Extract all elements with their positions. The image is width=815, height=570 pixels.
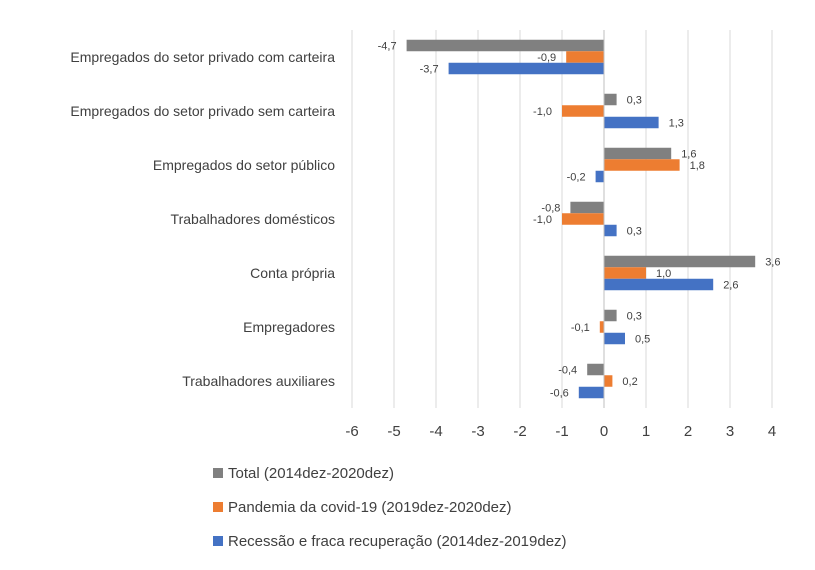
- x-tick-label: 3: [726, 423, 734, 440]
- category-label: Conta própria: [250, 265, 335, 281]
- bar-chart: -6 -5 -4 -3 -2 -1 0 1 2 3 4 Empregados do setor pri…: [70, 30, 780, 440]
- data-label: 0,2: [622, 376, 637, 388]
- bar-recessao: [595, 170, 604, 183]
- category-label: Trabalhadores domésticos: [171, 211, 335, 227]
- bar-recessao: [578, 386, 604, 399]
- bar-recessao: [604, 116, 659, 129]
- bar-recessao: [448, 62, 604, 75]
- category-label: Empregadores: [243, 319, 335, 335]
- bar-total: [406, 39, 604, 52]
- data-label: -4,7: [378, 41, 397, 53]
- legend-swatch-total: [213, 468, 223, 478]
- legend-label-recessao: Recessão e fraca recuperação (2014dez-20…: [228, 532, 567, 550]
- data-label: 1,8: [690, 160, 705, 172]
- legend-label-pandemia: Pandemia da covid-19 (2019dez-2020dez): [228, 498, 512, 516]
- bar-pandemia: [604, 267, 646, 279]
- category-label: Empregados do setor privado sem carteira: [70, 103, 335, 119]
- x-tick-label: -2: [513, 423, 526, 440]
- bar-recessao: [604, 278, 714, 291]
- data-label: -0,1: [571, 322, 590, 334]
- data-label: -1,0: [533, 106, 552, 118]
- bar-pandemia: [604, 159, 680, 171]
- data-label: -0,4: [558, 365, 577, 377]
- data-label: 1,3: [669, 118, 684, 130]
- legend-item-total: Total (2014dez-2020dez): [213, 456, 567, 490]
- x-tick-label: 0: [600, 423, 608, 440]
- bar-total: [570, 201, 604, 214]
- bar-pandemia: [562, 105, 604, 117]
- category-label: Empregados do setor privado com carteira: [70, 49, 335, 65]
- x-tick-label: -5: [387, 423, 400, 440]
- data-label: -3,7: [420, 64, 439, 76]
- legend-swatch-pandemia: [213, 502, 223, 512]
- data-label: -0,8: [541, 203, 560, 215]
- data-label: -0,2: [567, 172, 586, 184]
- data-label: 0,3: [627, 311, 642, 323]
- bar-total: [587, 363, 604, 376]
- bar-recessao: [604, 224, 617, 237]
- x-tick-label: -4: [429, 423, 442, 440]
- data-label: -1,0: [533, 214, 552, 226]
- x-tick-label: -1: [555, 423, 568, 440]
- data-label: 0,5: [635, 334, 650, 346]
- legend-label-total: Total (2014dez-2020dez): [228, 464, 394, 482]
- x-tick-label: 1: [642, 423, 650, 440]
- x-tick-label: -3: [471, 423, 484, 440]
- bar-pandemia: [562, 213, 604, 225]
- data-label: -0,9: [537, 52, 556, 64]
- bar-pandemia: [566, 51, 604, 63]
- legend-item-pandemia: Pandemia da covid-19 (2019dez-2020dez): [213, 490, 567, 524]
- category-label: Trabalhadores auxiliares: [182, 373, 335, 389]
- data-label: 1,0: [656, 268, 671, 280]
- bar-total: [604, 93, 617, 106]
- legend-item-recessao: Recessão e fraca recuperação (2014dez-20…: [213, 524, 567, 558]
- bar-total: [604, 309, 617, 322]
- category-label: Empregados do setor público: [153, 157, 335, 173]
- x-tick-label: 2: [684, 423, 692, 440]
- bar-total: [604, 255, 756, 268]
- bar-total: [604, 147, 672, 160]
- legend-swatch-recessao: [213, 536, 223, 546]
- data-label: 1,6: [681, 149, 696, 161]
- data-label: 0,3: [627, 95, 642, 107]
- x-tick-label: 4: [768, 423, 776, 440]
- bar-recessao: [604, 332, 625, 345]
- data-label: -0,6: [550, 388, 569, 400]
- data-label: 3,6: [765, 257, 780, 269]
- data-label: 2,6: [723, 280, 738, 292]
- legend: Total (2014dez-2020dez) Pandemia da covi…: [213, 456, 567, 558]
- bar-pandemia: [604, 375, 613, 387]
- x-tick-label: -6: [345, 423, 358, 440]
- data-label: 0,3: [627, 226, 642, 238]
- bar-pandemia: [599, 321, 604, 333]
